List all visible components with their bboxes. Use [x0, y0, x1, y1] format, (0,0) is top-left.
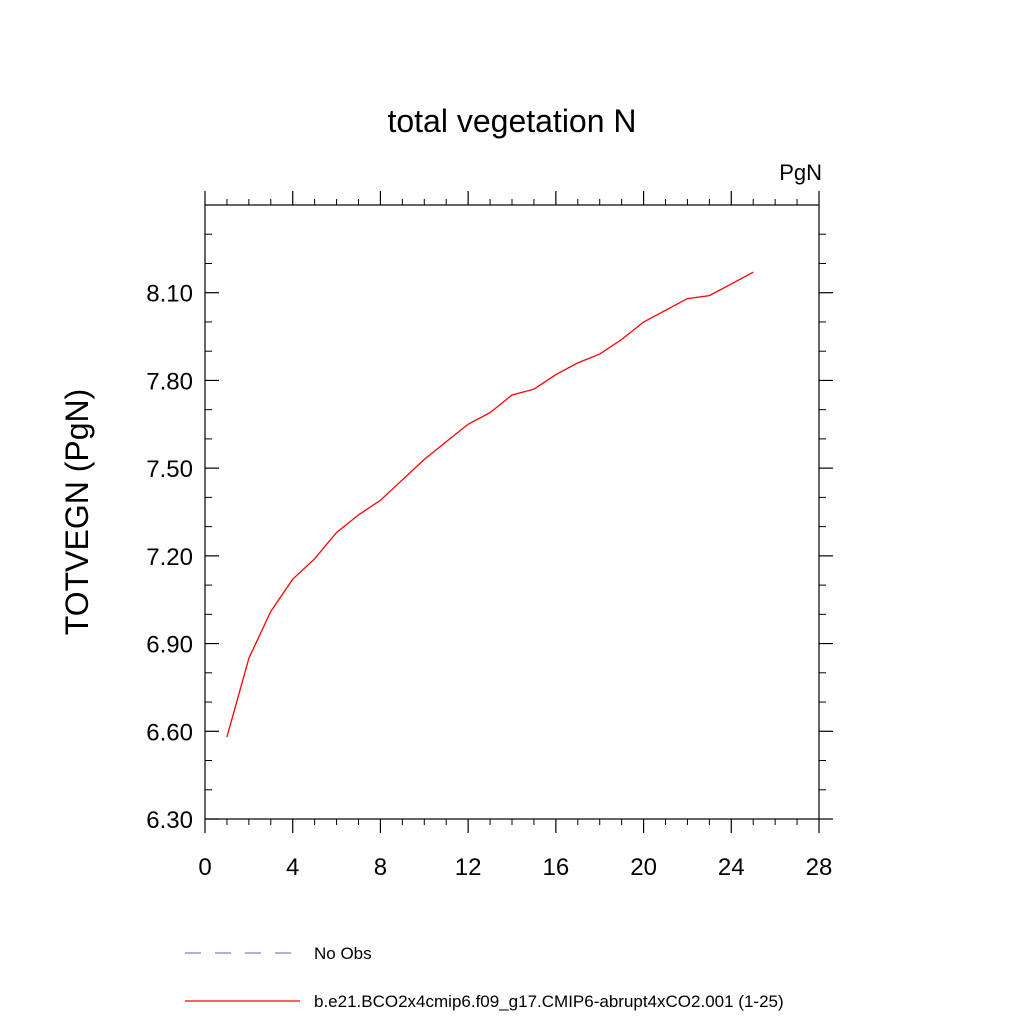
legend: No Obs b.e21.BCO2x4cmip6.f09_g17.CMIP6-ab…: [185, 944, 784, 1011]
y-tick-label: 6.30: [146, 807, 193, 834]
y-axis-label: TOTVEGN (PgN): [59, 389, 95, 636]
legend-label: No Obs: [314, 944, 372, 963]
axis-ticks: 0 4 8 12 16 20 24 28 6.30 6.60 6.90 7.20 7.50 7.80 8.1…: [146, 191, 833, 881]
x-tick-label: 12: [455, 854, 482, 881]
series-line: [226, 271, 754, 738]
y-tick-label: 7.20: [146, 544, 193, 571]
units-label: PgN: [779, 160, 822, 185]
x-tick-label: 16: [543, 854, 570, 881]
plot-frame: [204, 204, 820, 820]
x-tick-label: 28: [806, 854, 833, 881]
x-tick-label: 20: [630, 854, 657, 881]
x-tick-label: 0: [198, 854, 211, 881]
legend-label: b.e21.BCO2x4cmip6.f09_g17.CMIP6-abrupt4x…: [314, 992, 784, 1011]
y-tick-label: 7.50: [146, 456, 193, 483]
y-tick-label: 6.60: [146, 719, 193, 746]
x-tick-label: 8: [374, 854, 387, 881]
chart-title: total vegetation N: [387, 103, 636, 139]
x-tick-label: 4: [286, 854, 299, 881]
y-tick-label: 7.80: [146, 368, 193, 395]
series-layer: [226, 271, 754, 738]
y-tick-label: 6.90: [146, 632, 193, 659]
x-tick-label: 24: [718, 854, 745, 881]
y-tick-label: 8.10: [146, 281, 193, 308]
